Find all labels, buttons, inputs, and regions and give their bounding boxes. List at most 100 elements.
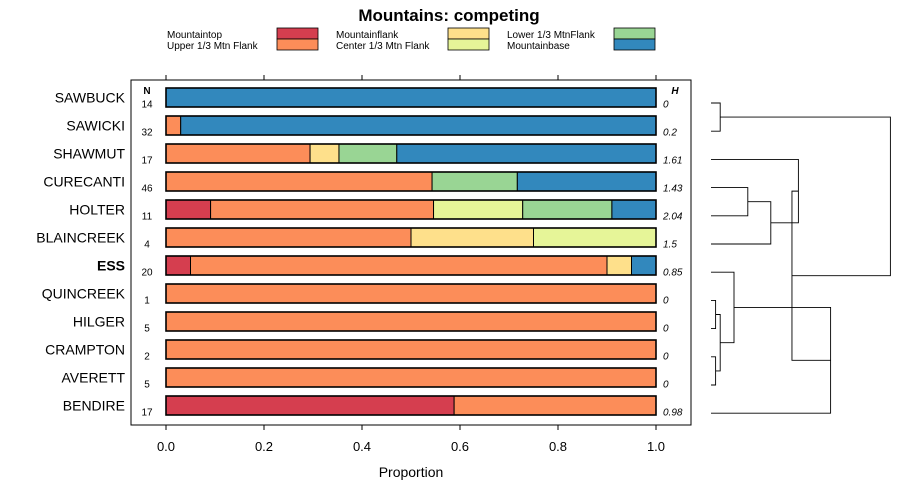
h-value-curecanti: 1.43: [663, 184, 683, 195]
dendrogram-link-10: [720, 116, 891, 277]
bar-segment-holter-4: [522, 199, 613, 220]
bar-outline-ess: [165, 255, 657, 276]
bar-segment-sawicki-5: [180, 115, 657, 136]
n-value-hilger: 5: [144, 324, 150, 335]
h-value-blaincreek: 1.5: [663, 240, 677, 251]
x-tick-label-4: 0.8: [549, 439, 567, 454]
legend-swatch-2: [447, 27, 490, 40]
bar-segment-shawmut-2: [309, 143, 340, 164]
h-value-quincreek: 0: [663, 296, 669, 307]
bar-segment-shawmut-5: [396, 143, 657, 164]
bar-segment-holter-3: [433, 199, 524, 220]
bar-outline-hilger: [165, 311, 657, 332]
x-axis-title: Proportion: [379, 464, 444, 480]
bar-segment-blaincreek-1: [165, 227, 412, 248]
n-value-ess: 20: [141, 268, 153, 279]
row-label-quincreek: QUINCREEK: [42, 286, 126, 302]
dendrogram-link-7: [711, 271, 735, 344]
legend-label-4: Lower 1/3 MtnFlank: [507, 30, 596, 41]
bar-segment-holter-5: [611, 199, 657, 220]
legend-label-3: Center 1/3 Mtn Flank: [336, 41, 430, 52]
h-value-sawicki: 0.2: [663, 128, 677, 139]
bar-segment-blaincreek-2: [410, 227, 534, 248]
n-value-averett: 5: [144, 380, 150, 391]
n-value-crampton: 2: [144, 352, 150, 363]
h-value-sawbuck: 0: [663, 100, 669, 111]
x-tick-label-3: 0.6: [451, 439, 469, 454]
bar-segment-curecanti-4: [431, 171, 518, 192]
row-label-averett: AVERETT: [61, 370, 125, 386]
h-value-ess: 0.85: [663, 268, 683, 279]
row-label-sawbuck: SAWBUCK: [55, 90, 126, 106]
legend-swatch-4: [613, 27, 656, 40]
bar-outline-shawmut: [165, 143, 657, 164]
bar-segment-curecanti-5: [516, 171, 657, 192]
bar-outline-sawicki: [165, 115, 657, 136]
n-value-quincreek: 1: [144, 296, 150, 307]
bar-segment-hilger-1: [165, 311, 657, 332]
n-value-curecanti: 46: [141, 184, 153, 195]
x-tick-label-5: 1.0: [647, 439, 665, 454]
row-label-holter: HOLTER: [69, 202, 125, 218]
legend-label-0: Mountaintop: [167, 30, 222, 41]
bar-outline-quincreek: [165, 283, 657, 304]
bar-outline-holter: [165, 199, 657, 220]
legend-swatch-3: [447, 38, 490, 51]
bar-segment-holter-0: [165, 199, 212, 220]
legend-swatch-1: [276, 38, 319, 51]
n-value-holter: 11: [142, 212, 153, 223]
n-value-sawicki: 32: [141, 128, 153, 139]
x-tick-label-2: 0.4: [353, 439, 371, 454]
bar-segment-bendire-0: [165, 395, 455, 416]
bar-segment-ess-2: [606, 255, 632, 276]
h-value-bendire: 0.98: [663, 408, 683, 419]
bar-segment-ess-5: [631, 255, 657, 276]
n-value-blaincreek: 4: [144, 240, 150, 251]
bar-segment-shawmut-4: [338, 143, 398, 164]
row-label-ess: ESS: [97, 258, 125, 274]
dendrogram-link-0: [711, 102, 721, 132]
bar-outline-averett: [165, 367, 657, 388]
dendrogram-link-1: [711, 299, 717, 330]
dendrogram-link-4: [711, 187, 749, 217]
bar-segment-shawmut-1: [165, 143, 311, 164]
h-column-header: H: [671, 86, 679, 97]
row-label-sawicki: SAWICKI: [66, 118, 125, 134]
x-axis: 0.0 0.2 0.4 0.6 0.8 1.0: [157, 75, 665, 454]
n-column-header: N: [143, 86, 150, 97]
bar-segment-bendire-1: [453, 395, 657, 416]
n-value-bendire: 17: [141, 408, 153, 419]
bar-segment-quincreek-1: [165, 283, 657, 304]
plot-frame: [130, 79, 692, 426]
n-value-shawmut: 17: [141, 156, 153, 167]
bar-segment-holter-1: [210, 199, 435, 220]
dendrogram: [711, 102, 891, 414]
legend-label-2: Mountainflank: [336, 30, 399, 41]
h-value-holter: 2.04: [662, 212, 683, 223]
dendrogram-link-5: [711, 201, 772, 245]
bar-segment-averett-1: [165, 367, 657, 388]
bar-outline-blaincreek: [165, 227, 657, 248]
bar-segment-blaincreek-3: [533, 227, 657, 248]
bar-outline-curecanti: [165, 171, 657, 192]
legend-swatch-0: [276, 27, 319, 40]
bar-outline-crampton: [165, 339, 657, 360]
bar-segment-sawbuck-5: [165, 87, 657, 108]
legend-label-1: Upper 1/3 Mtn Flank: [167, 41, 259, 52]
bar-segment-crampton-1: [165, 339, 657, 360]
bar-segment-sawicki-1: [165, 115, 182, 136]
legend-label-5: Mountainbase: [507, 41, 570, 52]
x-tick-label-0: 0.0: [157, 439, 175, 454]
legend-swatch-5: [613, 38, 656, 51]
dendrogram-link-2: [711, 356, 717, 386]
bar-outline-sawbuck: [165, 87, 657, 108]
h-value-crampton: 0: [663, 352, 669, 363]
row-label-blaincreek: BLAINCREEK: [36, 230, 125, 246]
dendrogram-link-6: [711, 158, 799, 224]
row-label-curecanti: CURECANTI: [43, 174, 125, 190]
dendrogram-link-3: [715, 314, 721, 372]
bar-segment-curecanti-1: [165, 171, 433, 192]
